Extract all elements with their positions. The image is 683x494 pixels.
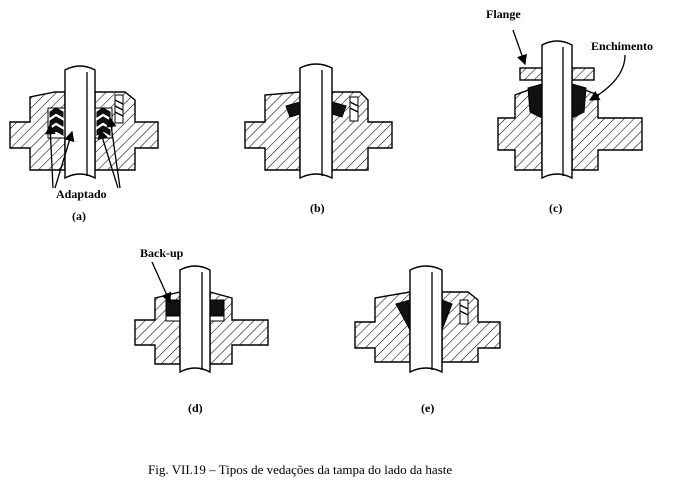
panel-d-label: (d) [188,401,203,415]
label-flange: Flange [486,7,521,21]
label-adaptado: Adaptado [56,187,107,201]
panel-e-drawing [354,265,501,374]
panel-b-label: (b) [310,201,325,215]
panel-c-label: (c) [549,201,562,215]
label-backup: Back-up [140,246,184,260]
panel-d-drawing [134,261,269,374]
panel-e-label: (e) [421,401,434,415]
panel-a-drawing [9,65,159,189]
panel-a-label: (a) [72,209,86,223]
panel-b-drawing [244,63,393,180]
figure-caption: Fig. VII.19 – Tipos de vedações da tampa… [148,462,452,477]
panel-c-drawing [497,29,643,180]
label-enchimento: Enchimento [591,39,653,53]
